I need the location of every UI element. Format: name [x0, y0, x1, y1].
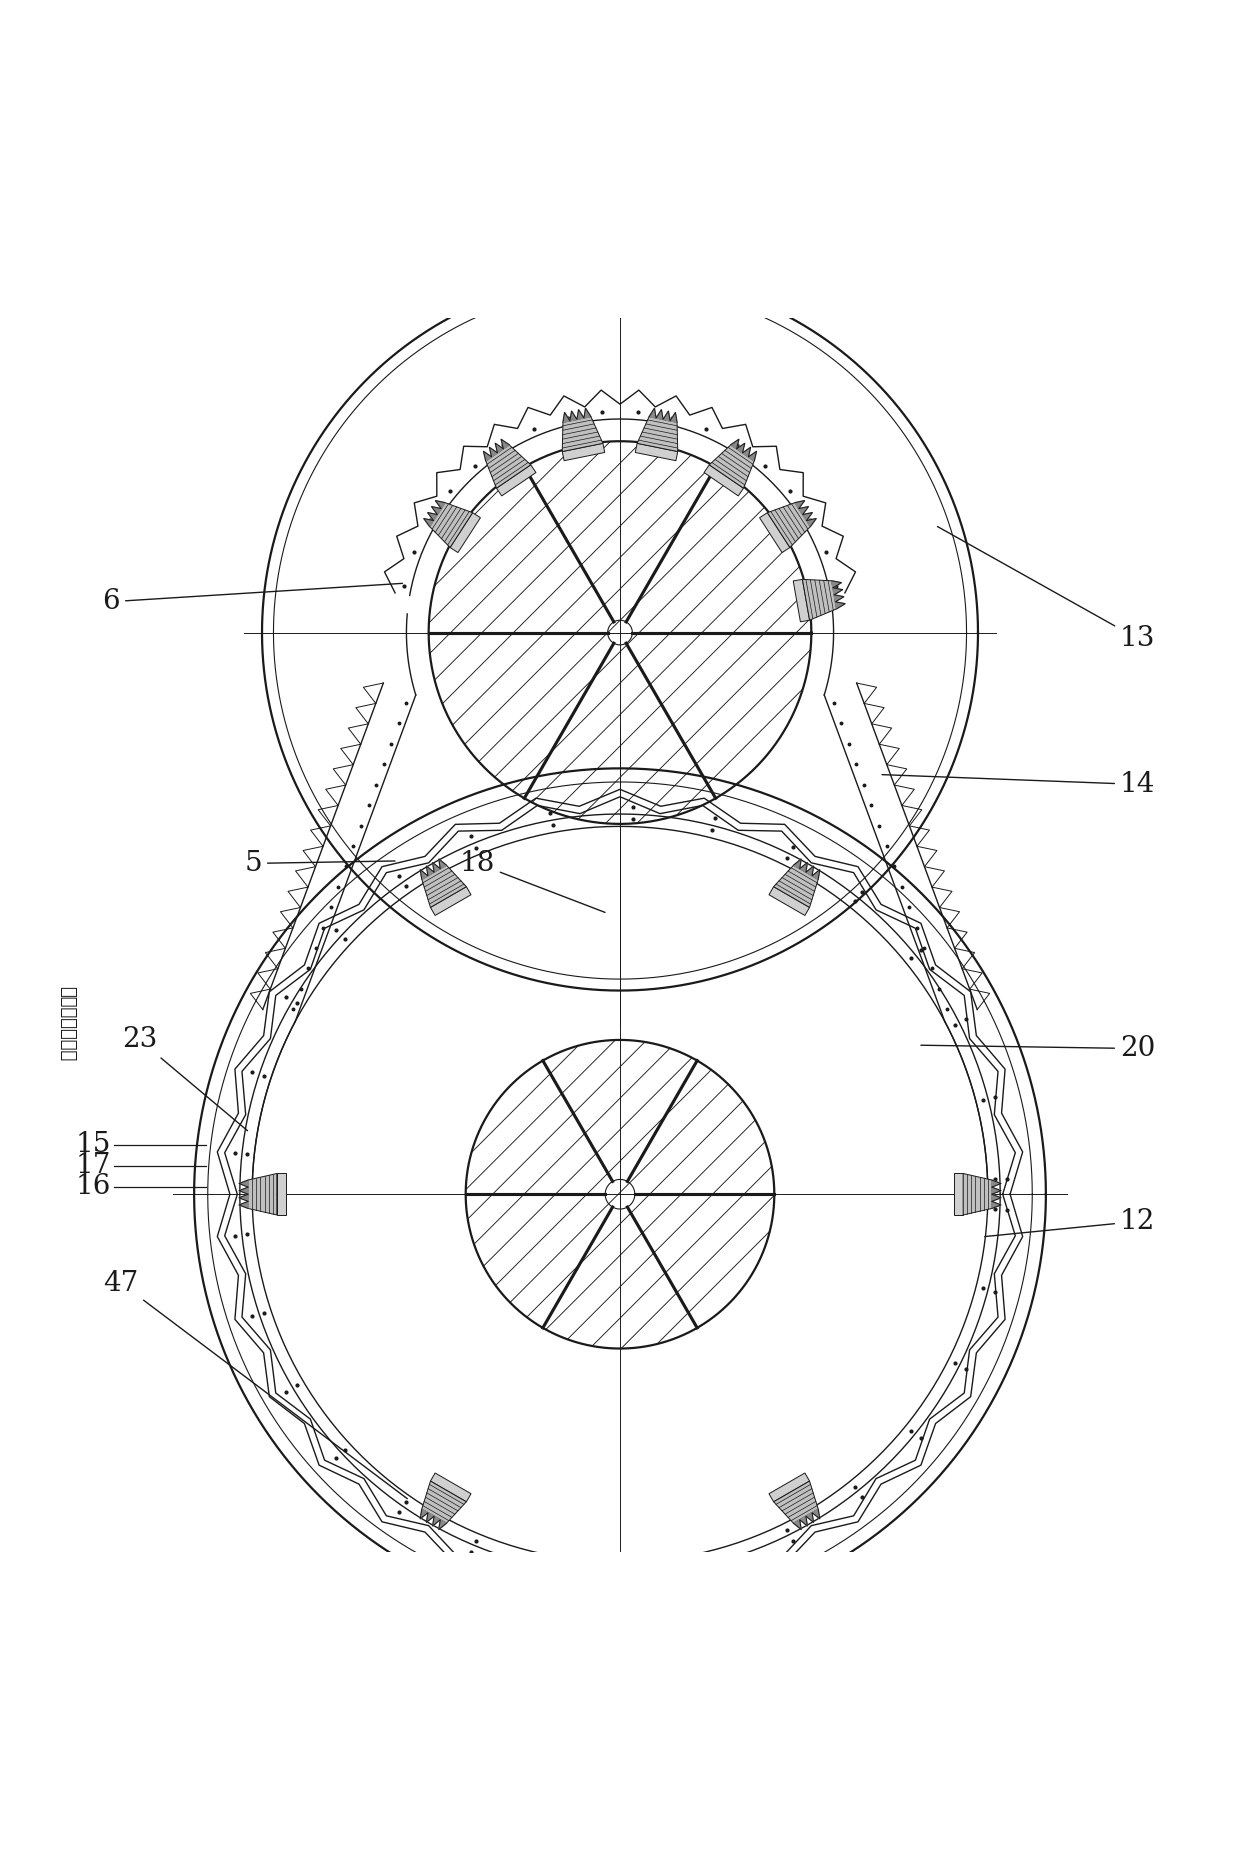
Polygon shape [450, 512, 480, 552]
Polygon shape [635, 443, 678, 460]
Polygon shape [486, 445, 531, 488]
Text: 47: 47 [103, 1270, 407, 1498]
Polygon shape [963, 1174, 992, 1216]
Polygon shape [239, 1180, 248, 1208]
Polygon shape [832, 582, 846, 610]
Polygon shape [430, 1474, 471, 1502]
Polygon shape [760, 512, 790, 552]
Text: 6: 6 [103, 583, 403, 615]
Polygon shape [429, 503, 472, 548]
Text: 17: 17 [76, 1152, 112, 1180]
Polygon shape [774, 866, 818, 907]
Polygon shape [248, 1174, 277, 1216]
Text: 14: 14 [882, 770, 1156, 798]
Text: 18: 18 [460, 849, 605, 913]
Polygon shape [709, 445, 754, 488]
Polygon shape [484, 439, 510, 462]
Polygon shape [794, 1509, 820, 1530]
Polygon shape [794, 580, 810, 623]
Polygon shape [774, 1481, 818, 1524]
Polygon shape [768, 503, 811, 548]
Polygon shape [992, 1180, 1001, 1208]
Polygon shape [496, 466, 536, 496]
Polygon shape [795, 501, 816, 527]
Polygon shape [562, 443, 605, 460]
Polygon shape [277, 1174, 286, 1216]
Polygon shape [420, 1509, 446, 1530]
Text: 16: 16 [76, 1172, 112, 1201]
Text: 13: 13 [937, 527, 1156, 653]
Text: 12: 12 [985, 1208, 1156, 1236]
Polygon shape [769, 1474, 810, 1502]
Polygon shape [422, 866, 466, 907]
Polygon shape [562, 417, 603, 451]
Polygon shape [424, 501, 445, 527]
Text: 15: 15 [76, 1131, 112, 1158]
Text: 角状齿宽度距离: 角状齿宽度距离 [58, 985, 76, 1062]
Polygon shape [704, 466, 744, 496]
Text: 5: 5 [244, 849, 396, 877]
Polygon shape [649, 408, 677, 423]
Text: 20: 20 [921, 1036, 1156, 1062]
Polygon shape [794, 858, 820, 879]
Text: 23: 23 [122, 1027, 248, 1131]
Polygon shape [730, 439, 756, 462]
Polygon shape [430, 886, 471, 916]
Polygon shape [802, 580, 837, 621]
Polygon shape [563, 408, 591, 423]
Polygon shape [422, 1481, 466, 1524]
Polygon shape [769, 886, 810, 916]
Polygon shape [420, 858, 446, 879]
Polygon shape [954, 1174, 963, 1216]
Polygon shape [637, 417, 678, 451]
